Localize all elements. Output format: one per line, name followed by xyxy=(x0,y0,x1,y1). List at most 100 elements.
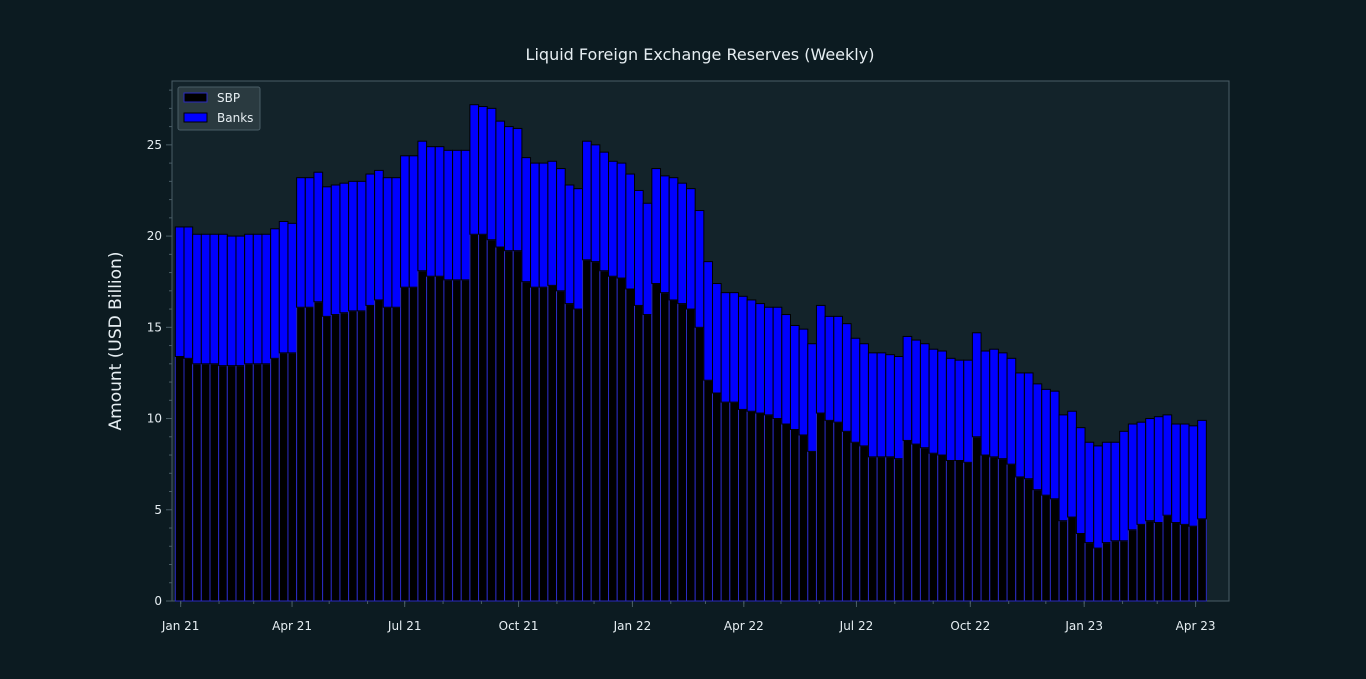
bar-sbp xyxy=(608,275,618,602)
bar-banks xyxy=(720,292,731,403)
bar-banks xyxy=(287,222,298,354)
bar-sbp xyxy=(1023,478,1034,602)
bar-sbp xyxy=(322,315,332,602)
bar-sbp xyxy=(1171,522,1181,602)
bar-banks xyxy=(408,155,419,288)
chart-title: Liquid Foreign Exchange Reserves (Weekly… xyxy=(526,45,875,64)
bar-banks xyxy=(1041,388,1051,496)
bar-banks xyxy=(616,162,627,279)
bar-sbp xyxy=(997,458,1008,602)
bar-sbp xyxy=(668,299,679,602)
bar-sbp xyxy=(330,314,341,602)
bar-banks xyxy=(434,146,445,277)
bar-banks xyxy=(1049,390,1060,500)
x-tick-label: Jan 23 xyxy=(1064,619,1103,633)
bar-banks xyxy=(538,162,549,288)
bar-sbp xyxy=(1197,518,1207,602)
y-tick-label: 25 xyxy=(147,138,162,152)
bar-banks xyxy=(945,357,956,462)
bar-sbp xyxy=(452,279,462,602)
x-tick-label: Oct 22 xyxy=(950,619,990,633)
bar-banks xyxy=(521,157,532,283)
bar-banks xyxy=(443,149,454,281)
x-tick-label: Oct 21 xyxy=(499,619,539,633)
bar-sbp xyxy=(1041,494,1051,602)
bar-banks xyxy=(200,233,211,365)
bar-sbp xyxy=(382,306,393,602)
bar-sbp xyxy=(634,304,644,602)
legend-label-banks: Banks xyxy=(217,111,253,125)
bar-sbp xyxy=(495,246,506,602)
bar-banks xyxy=(763,306,774,416)
bar-banks xyxy=(893,356,904,460)
y-tick-label: 15 xyxy=(147,320,162,334)
bar-sbp xyxy=(980,454,991,602)
bar-banks xyxy=(608,160,618,277)
bar-banks xyxy=(634,189,644,306)
bar-sbp xyxy=(209,363,220,602)
bar-banks xyxy=(911,339,921,445)
bar-sbp xyxy=(1188,525,1199,602)
bar-banks xyxy=(1015,372,1025,478)
bar-banks xyxy=(1075,427,1086,534)
bar-sbp xyxy=(729,401,739,602)
bar-banks xyxy=(330,184,341,316)
bar-banks xyxy=(789,324,800,430)
bar-banks xyxy=(235,235,246,367)
bar-banks xyxy=(1058,414,1069,522)
legend-label-sbp: SBP xyxy=(217,91,240,105)
bar-banks xyxy=(486,107,497,241)
bar-banks xyxy=(582,140,592,261)
bar-banks xyxy=(677,182,688,305)
bar-banks xyxy=(183,226,194,359)
bar-sbp xyxy=(573,308,584,602)
bar-sbp xyxy=(1162,514,1173,602)
x-tick-label: Jan 22 xyxy=(613,619,652,633)
axes-layer: 0 5 10 15 20 25 Jan 21 Apr 21 Jul 21 Oct 21 Jan 22… xyxy=(147,89,1216,633)
bar-banks xyxy=(1006,357,1017,465)
bar-banks xyxy=(694,210,705,328)
bar-banks xyxy=(997,352,1008,460)
bar-banks xyxy=(426,146,436,277)
bar-sbp xyxy=(460,279,471,602)
bar-sbp xyxy=(954,460,965,602)
bar-sbp xyxy=(616,277,627,602)
bar-sbp xyxy=(720,401,731,602)
x-tick-label: Jan 21 xyxy=(161,619,200,633)
bar-sbp xyxy=(937,454,947,602)
bar-sbp xyxy=(296,306,306,602)
bar-sbp xyxy=(590,261,601,602)
bar-sbp xyxy=(859,445,869,602)
bar-banks xyxy=(313,171,324,303)
bar-sbp xyxy=(712,392,722,602)
bar-banks xyxy=(876,352,887,458)
bar-sbp xyxy=(244,363,254,602)
bar-banks xyxy=(244,233,254,365)
bar-banks xyxy=(530,162,540,288)
bar-sbp xyxy=(798,434,809,602)
bar-banks xyxy=(226,235,237,367)
bar-banks xyxy=(339,182,350,314)
bar-sbp xyxy=(763,414,774,602)
bar-banks xyxy=(417,140,428,272)
bar-sbp xyxy=(521,281,532,602)
bar-banks xyxy=(989,348,999,458)
bar-sbp xyxy=(374,299,384,602)
bar-sbp xyxy=(1136,523,1147,602)
bars-layer xyxy=(174,104,1207,602)
bar-sbp xyxy=(530,286,540,602)
bar-sbp xyxy=(270,357,280,602)
bar-banks xyxy=(798,328,809,436)
bar-banks xyxy=(1067,410,1077,518)
bar-banks xyxy=(807,343,817,452)
bar-banks xyxy=(1145,418,1155,522)
bar-sbp xyxy=(971,436,982,602)
bar-banks xyxy=(599,151,610,272)
bar-banks xyxy=(1032,383,1043,491)
bar-banks xyxy=(815,304,826,414)
bar-sbp xyxy=(746,410,757,602)
bar-banks xyxy=(703,261,713,381)
bar-banks xyxy=(270,228,280,359)
